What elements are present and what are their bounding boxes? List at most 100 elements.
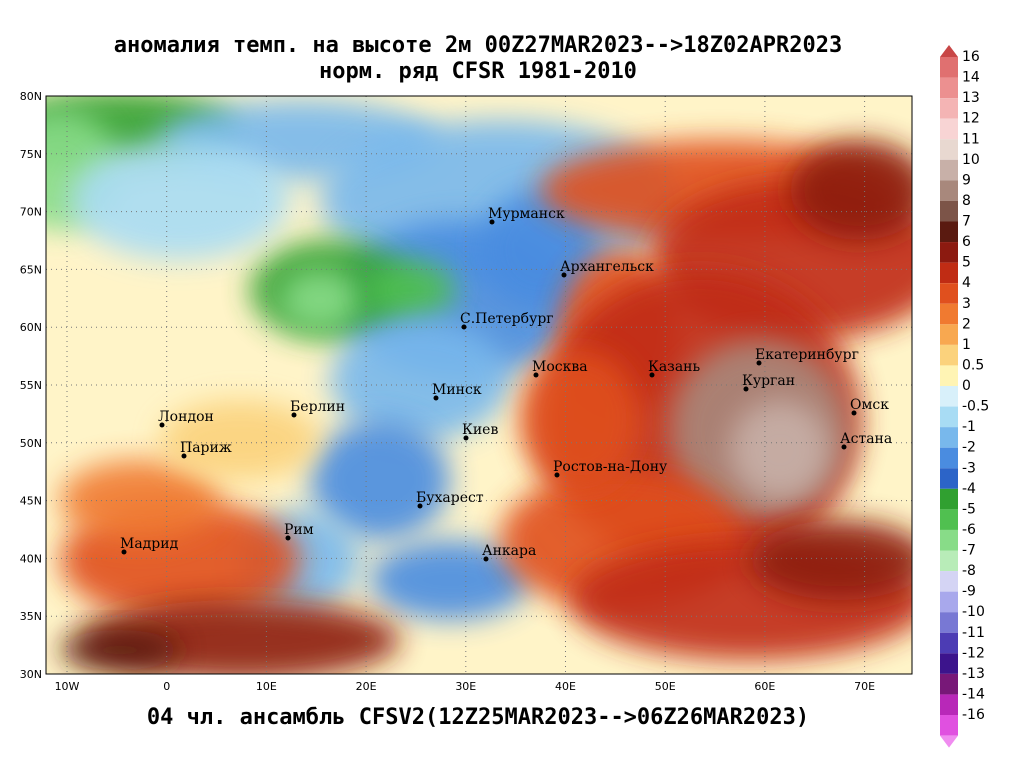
- colorbar-label: 3: [962, 296, 971, 312]
- colorbar-box: [940, 221, 958, 243]
- lon-label: 60E: [754, 680, 775, 693]
- colorbar-label: 16: [962, 49, 980, 65]
- colorbar-box: [940, 488, 958, 510]
- lon-label: 70E: [854, 680, 875, 693]
- colorbar-label: -14: [962, 686, 985, 702]
- city-label: Архангельск: [560, 259, 654, 275]
- colorbar-label: 6: [962, 234, 971, 250]
- colorbar-box: [940, 118, 958, 140]
- city-dot: [461, 324, 467, 330]
- city-dot: [291, 412, 297, 418]
- city-dot: [841, 444, 847, 450]
- anomaly-blob: [280, 270, 360, 330]
- anomaly-blob: [310, 420, 450, 540]
- anomaly-blob: [790, 140, 912, 240]
- colorbar-arrow: [940, 735, 958, 748]
- colorbar-box: [940, 324, 958, 345]
- colorbar-box: [940, 77, 958, 99]
- lat-label: 55N: [20, 379, 42, 392]
- city-dot: [483, 556, 489, 562]
- anomaly-blob: [750, 520, 912, 600]
- anomaly-blob: [365, 260, 455, 320]
- city-label: Берлин: [290, 399, 345, 415]
- colorbar-label: 1: [962, 337, 971, 353]
- colorbar-label: 5: [962, 255, 971, 271]
- colorbar-label: 2: [962, 316, 971, 332]
- anomaly-blob: [480, 190, 600, 310]
- city-label: Астана: [840, 431, 892, 447]
- lat-label: 50N: [20, 437, 42, 450]
- colorbar-box: [940, 612, 958, 633]
- lon-label: 0: [163, 680, 170, 693]
- lon-label: 50E: [655, 680, 676, 693]
- city-label: Екатеринбург: [755, 347, 859, 363]
- city-dot: [159, 422, 165, 428]
- lat-label: 40N: [20, 552, 42, 565]
- colorbar-box: [940, 468, 958, 489]
- lon-label: 30E: [455, 680, 476, 693]
- colorbar-box: [940, 180, 958, 201]
- colorbar-box: [940, 365, 958, 386]
- lon-label: 10E: [256, 680, 277, 693]
- colorbar-box: [940, 571, 958, 592]
- colorbar-box: [940, 427, 958, 448]
- colorbar-box: [940, 550, 958, 572]
- city-dot: [463, 435, 469, 441]
- city-label: С.Петербург: [460, 311, 554, 327]
- map-frame: [45, 95, 913, 675]
- city-dot: [756, 360, 762, 366]
- colorbar-box: [940, 591, 958, 613]
- colorbar-label: -12: [962, 645, 985, 661]
- colorbar-box: [940, 694, 958, 715]
- colorbar-label: -2: [962, 440, 976, 456]
- colorbar-label: -16: [962, 707, 985, 723]
- colorbar-label: 11: [962, 131, 980, 147]
- colorbar-box: [940, 344, 958, 366]
- city-label: Ростов-на-Дону: [553, 459, 668, 475]
- city-dot: [851, 410, 857, 416]
- lat-label: 80N: [20, 90, 42, 103]
- footer: 04 чл. ансамбль CFSV2(12Z25MAR2023-->06Z…: [147, 705, 809, 730]
- city-label: Рим: [284, 522, 314, 538]
- colorbar-label: -6: [962, 522, 976, 538]
- city-dot: [554, 472, 560, 478]
- anomaly-blob: [60, 460, 220, 540]
- city-label: Омск: [850, 397, 889, 413]
- lat-label: 65N: [20, 263, 42, 276]
- city-dot: [417, 503, 423, 509]
- lat-label: 45N: [20, 495, 42, 508]
- city-dot: [649, 372, 655, 378]
- colorbar-box: [940, 283, 958, 304]
- title: аномалия темп. на высоте 2м 00Z27MAR2023…: [114, 33, 842, 58]
- anomaly-blob: [520, 350, 640, 490]
- colorbar-box: [940, 242, 958, 263]
- colorbar-label: 12: [962, 111, 980, 127]
- city-label: Мурманск: [488, 206, 565, 222]
- colorbar-box: [940, 57, 958, 78]
- lat-label: 70N: [20, 206, 42, 219]
- lon-label: 40E: [555, 680, 576, 693]
- city-label: Курган: [742, 373, 795, 389]
- colorbar-box: [940, 159, 958, 181]
- city-label: Казань: [648, 359, 700, 375]
- colorbar-box: [940, 406, 958, 428]
- colorbar-box: [940, 98, 958, 119]
- city-dot: [181, 453, 187, 459]
- colorbar-box: [940, 262, 958, 284]
- colorbar-label: -4: [962, 481, 976, 497]
- colorbar-label: -5: [962, 501, 976, 517]
- city-dot: [561, 272, 567, 278]
- lon-label: 20E: [356, 680, 377, 693]
- colorbar-label: -11: [962, 625, 985, 641]
- colorbar-label: -3: [962, 460, 976, 476]
- anomaly-blob: [370, 540, 530, 620]
- colorbar-box: [940, 139, 958, 160]
- city-label: Москва: [532, 359, 588, 375]
- colorbar-label: -10: [962, 604, 985, 620]
- anomaly-field: [46, 96, 912, 674]
- colorbar-box: [940, 529, 958, 551]
- colorbar-label: 7: [962, 214, 971, 230]
- colorbar-label: -1: [962, 419, 976, 435]
- city-dot: [285, 535, 291, 541]
- colorbar-label: 13: [962, 90, 980, 106]
